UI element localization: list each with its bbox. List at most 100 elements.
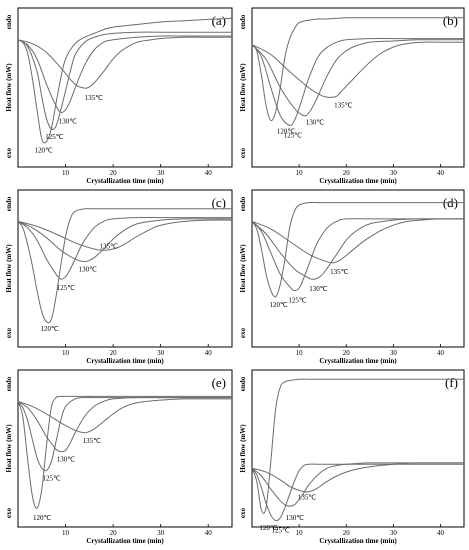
y-top-label: endo <box>239 14 247 29</box>
x-axis-label: Crystallization time (min) <box>319 537 397 545</box>
temperature-annotation: 120℃ <box>277 128 296 136</box>
series-line-130℃ <box>17 35 232 113</box>
y-axis-label: Heat flow (mW) <box>5 424 13 473</box>
temperature-annotation: 125℃ <box>57 284 76 292</box>
series-line-135℃ <box>251 462 464 493</box>
series-line-130℃ <box>251 39 464 117</box>
x-tick-label: 10 <box>296 529 304 537</box>
y-bottom-label: exo <box>5 147 13 158</box>
temperature-annotation: 120℃ <box>270 301 289 309</box>
temperature-annotation: 130℃ <box>79 266 98 274</box>
temperature-annotation: 125℃ <box>45 133 64 141</box>
temperature-annotation: 135℃ <box>298 494 317 502</box>
temperature-annotation: 130℃ <box>309 285 328 293</box>
x-tick-label: 10 <box>296 349 304 357</box>
temperature-annotation: 125℃ <box>288 296 307 304</box>
panel-label: (a) <box>212 13 226 28</box>
series-line-130℃ <box>17 397 232 453</box>
series-line-125℃ <box>17 397 232 472</box>
y-bottom-label: exo <box>239 327 247 338</box>
y-axis-label: Heat flow (mW) <box>5 63 13 112</box>
x-axis-label: Crystallization time (min) <box>86 357 164 365</box>
temperature-annotation: 130℃ <box>286 514 305 522</box>
temperature-annotation: 125℃ <box>272 526 291 534</box>
x-tick-label: 30 <box>390 169 398 177</box>
temperature-annotation: 135℃ <box>83 437 102 445</box>
y-top-label: endo <box>5 196 13 211</box>
y-axis-label: Heat flow (mW) <box>239 244 247 293</box>
x-tick-label: 40 <box>437 169 445 177</box>
x-tick-label: 10 <box>62 349 70 357</box>
plot-frame <box>251 189 465 348</box>
x-tick-label: 20 <box>343 349 351 357</box>
x-axis-label: Crystallization time (min) <box>86 537 164 545</box>
x-tick-label: 20 <box>343 169 351 177</box>
y-bottom-label: exo <box>5 507 13 518</box>
y-bottom-label: exo <box>239 507 247 518</box>
series-line-120℃ <box>251 17 464 122</box>
temperature-annotation: 120℃ <box>35 147 54 155</box>
x-axis-label: Crystallization time (min) <box>86 177 164 185</box>
y-top-label: endo <box>239 196 247 211</box>
panel-c: 10 20 30 40 Crystallization time (min) endo He… <box>5 189 233 365</box>
panel-label: (f) <box>445 375 458 390</box>
x-tick-label: 40 <box>205 349 213 357</box>
y-top-label: endo <box>5 14 13 29</box>
series-line-135℃ <box>17 398 232 434</box>
x-tick-label: 10 <box>296 169 304 177</box>
temperature-annotation: 135℃ <box>334 101 353 109</box>
series-line-135℃ <box>17 36 232 89</box>
series-line-120℃ <box>251 378 464 514</box>
x-axis-label: Crystallization time (min) <box>319 357 397 365</box>
y-axis-label: Heat flow (mW) <box>239 63 247 112</box>
series-line-130℃ <box>251 462 464 507</box>
series-line-125℃ <box>251 38 465 127</box>
x-tick-label: 40 <box>437 349 445 357</box>
y-axis-label: Heat flow (mW) <box>5 244 13 293</box>
plot-frame <box>17 189 233 348</box>
temperature-annotation: 130℃ <box>57 456 76 464</box>
panel-a: 10 20 30 40 Crystallization time (min) endo He… <box>5 7 233 185</box>
temperature-annotation: 120℃ <box>259 524 278 532</box>
temperature-annotation: 130℃ <box>59 117 78 125</box>
series-line-120℃ <box>17 208 232 324</box>
x-tick-label: 30 <box>390 349 398 357</box>
x-tick-label: 20 <box>110 529 118 537</box>
panel-d: 10 20 30 40 Crystallization time (min) endo He… <box>239 189 465 365</box>
x-tick-label: 30 <box>157 169 165 177</box>
y-bottom-label: exo <box>239 147 247 158</box>
x-tick-label: 30 <box>390 529 398 537</box>
y-top-label: endo <box>239 376 247 391</box>
series-line-125℃ <box>17 217 232 280</box>
panel-e: 10 20 30 40 Crystallization time (min) endo He… <box>5 369 233 545</box>
temperature-annotation: 130℃ <box>306 119 325 127</box>
temperature-annotation: 135℃ <box>330 268 349 276</box>
x-tick-label: 40 <box>205 169 213 177</box>
series-line-120℃ <box>17 17 233 144</box>
panel-label: (b) <box>443 13 458 28</box>
plot-frame <box>251 369 465 528</box>
series-line-125℃ <box>251 463 464 522</box>
x-tick-label: 10 <box>62 169 70 177</box>
x-axis-label: Crystallization time (min) <box>319 177 397 185</box>
y-bottom-label: exo <box>5 327 13 338</box>
x-tick-label: 20 <box>343 529 351 537</box>
series-line-120℃ <box>251 201 464 298</box>
x-tick-label: 30 <box>157 349 165 357</box>
x-tick-label: 10 <box>62 529 70 537</box>
y-top-label: endo <box>5 376 13 391</box>
plot-frame <box>17 369 233 528</box>
temperature-annotation: 120℃ <box>41 325 60 333</box>
temperature-annotation: 125℃ <box>284 131 303 139</box>
series-line-125℃ <box>251 218 464 292</box>
panel-f: 10 20 30 40 Crystallization time (min) endo He… <box>239 369 465 545</box>
series-line-135℃ <box>17 219 233 251</box>
plot-frame <box>17 7 233 168</box>
plot-frame <box>251 7 465 168</box>
x-tick-label: 20 <box>110 169 118 177</box>
temperature-annotation: 135℃ <box>100 242 119 250</box>
panel-label: (e) <box>212 375 226 390</box>
series-line-130℃ <box>17 218 232 263</box>
series-line-135℃ <box>251 218 465 264</box>
